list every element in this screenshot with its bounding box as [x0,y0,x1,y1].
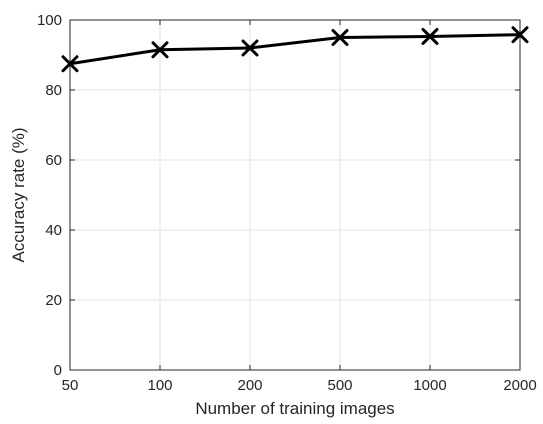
y-axis-label: Accuracy rate (%) [9,127,28,262]
data-point-500 [331,29,349,46]
series-group [61,26,529,73]
y-tick-labels: 0 20 40 60 80 100 [37,12,62,379]
marker-x-stroke-b [151,41,169,59]
y-tick-label-20: 20 [45,292,62,309]
x-tick-label-50: 50 [62,377,79,394]
x-tick-labels: 50 100 200 500 1000 2000 [62,377,537,394]
x-tick-label-2000: 2000 [503,377,536,394]
marker-x-stroke-b [61,55,79,73]
marker-x-stroke-b [421,27,439,45]
x-axis-label: Number of training images [195,399,394,418]
grid-lines [70,20,520,370]
data-point-2000 [511,26,529,44]
marker-x-stroke-b [241,39,259,57]
series-line-0 [68,33,522,66]
y-tick-label-80: 80 [45,82,62,99]
data-point-1000 [421,27,439,45]
x-tick-label-500: 500 [327,377,352,394]
plot-area-frame [69,19,521,371]
x-tick-label-1000: 1000 [413,377,446,394]
x-tick-label-100: 100 [147,377,172,394]
y-tick-label-100: 100 [37,12,62,29]
data-point-100 [151,41,169,59]
y-tick-label-60: 60 [45,152,62,169]
marker-x-stroke-b [511,26,529,44]
marker-x-stroke-b [331,29,349,46]
data-point-50 [61,55,79,73]
x-tick-label-200: 200 [237,377,262,394]
axis-ticks [69,19,521,371]
y-tick-label-0: 0 [54,362,62,379]
data-point-200 [241,39,259,57]
y-tick-label-40: 40 [45,222,62,239]
plot-area-background [70,20,520,370]
